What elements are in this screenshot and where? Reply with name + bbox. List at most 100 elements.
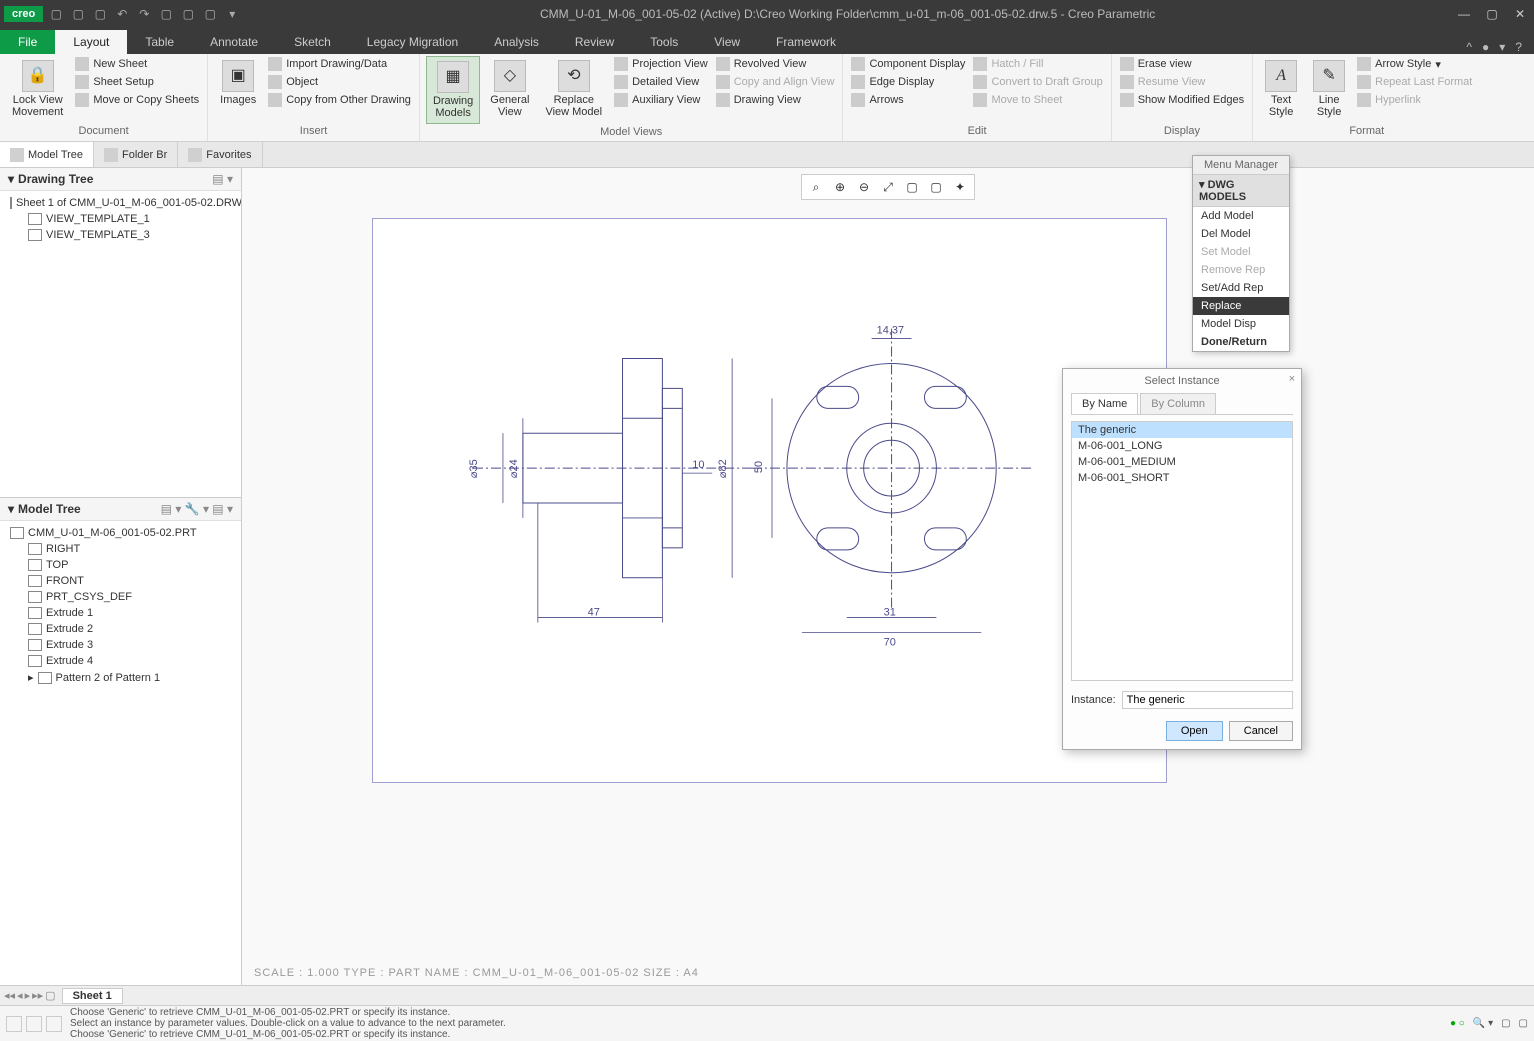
zoom-window-icon[interactable]: ⌕ <box>806 177 826 197</box>
list-item[interactable]: M-06-001_LONG <box>1072 438 1292 454</box>
drawing-view-button[interactable]: Drawing View <box>714 92 837 108</box>
stab-model-tree[interactable]: Model Tree <box>0 142 94 167</box>
group-label[interactable]: Format <box>1259 123 1474 139</box>
close-icon[interactable]: × <box>1289 373 1295 385</box>
tab-by-name[interactable]: By Name <box>1071 393 1138 414</box>
menu-item[interactable]: Replace <box>1193 297 1289 315</box>
menu-item[interactable]: Done/Return <box>1193 333 1289 351</box>
tab-table[interactable]: Table <box>127 30 192 54</box>
group-label[interactable]: Model Views <box>426 124 837 140</box>
settings-icon[interactable]: ▾ <box>1499 40 1505 54</box>
move-copy-button[interactable]: Move or Copy Sheets <box>73 92 201 108</box>
stab-folder[interactable]: Folder Br <box>94 142 178 167</box>
sheet-setup-button[interactable]: Sheet Setup <box>73 74 201 90</box>
tab-layout[interactable]: Layout <box>55 30 127 54</box>
tab-analysis[interactable]: Analysis <box>476 30 557 54</box>
open-button[interactable]: Open <box>1166 721 1223 741</box>
tree-item[interactable]: RIGHT <box>6 541 235 557</box>
menu-head[interactable]: ▾ DWG MODELS <box>1193 175 1289 207</box>
refit-icon[interactable]: ⤢ <box>878 177 898 197</box>
projection-button[interactable]: Projection View <box>612 56 710 72</box>
new-icon[interactable]: ▢ <box>47 5 65 23</box>
repaint-icon[interactable]: ▢ <box>902 177 922 197</box>
images-button[interactable]: ▣ Images <box>214 56 262 110</box>
tree-item[interactable]: PRT_CSYS_DEF <box>6 589 235 605</box>
tab-review[interactable]: Review <box>557 30 632 54</box>
redo-icon[interactable]: ↷ <box>135 5 153 23</box>
revolved-button[interactable]: Revolved View <box>714 56 837 72</box>
group-label[interactable]: Edit <box>849 123 1104 139</box>
open-icon[interactable]: ▢ <box>69 5 87 23</box>
model-tree-header[interactable]: ▾ Model Tree ▤ ▾ 🔧 ▾ ▤ ▾ <box>0 498 241 521</box>
find-icon[interactable]: 🔍 ▾ <box>1473 1018 1493 1029</box>
instance-input[interactable] <box>1122 691 1293 709</box>
group-label[interactable]: Display <box>1118 123 1246 139</box>
import-button[interactable]: Import Drawing/Data <box>266 56 413 72</box>
tab-tools[interactable]: Tools <box>632 30 696 54</box>
collapse-ribbon-icon[interactable]: ^ <box>1466 40 1472 54</box>
sheet-nav[interactable]: ◂◂◂▸▸▸▢ <box>4 989 56 1002</box>
tab-annotate[interactable]: Annotate <box>192 30 276 54</box>
auxiliary-button[interactable]: Auxiliary View <box>612 92 710 108</box>
search-icon[interactable]: ● <box>1482 40 1489 54</box>
minimize-button[interactable]: — <box>1454 7 1474 21</box>
list-item[interactable]: M-06-001_MEDIUM <box>1072 454 1292 470</box>
menu-item[interactable]: Set/Add Rep <box>1193 279 1289 297</box>
showmod-button[interactable]: Show Modified Edges <box>1118 92 1246 108</box>
more-icon[interactable]: ▾ <box>223 5 241 23</box>
grid-icon[interactable] <box>46 1016 62 1032</box>
stab-favorites[interactable]: Favorites <box>178 142 262 167</box>
tree-item[interactable]: Extrude 4 <box>6 653 235 669</box>
close-button[interactable]: ✕ <box>1510 7 1530 21</box>
drawing-models-button[interactable]: ▦ Drawing Models <box>426 56 480 124</box>
close-window-icon[interactable]: ▢ <box>201 5 219 23</box>
save-icon[interactable]: ▢ <box>91 5 109 23</box>
new-sheet-button[interactable]: New Sheet <box>73 56 201 72</box>
tab-sketch[interactable]: Sketch <box>276 30 349 54</box>
tree-root[interactable]: Sheet 1 of CMM_U-01_M-06_001-05-02.DRW <box>6 195 235 211</box>
line-style-button[interactable]: ✎ Line Style <box>1307 56 1351 122</box>
list-item[interactable]: The generic <box>1072 422 1292 438</box>
object-button[interactable]: Object <box>266 74 413 90</box>
zoom-out-icon[interactable]: ⊖ <box>854 177 874 197</box>
zoom-in-icon[interactable]: ⊕ <box>830 177 850 197</box>
erase-button[interactable]: Erase view <box>1118 56 1246 72</box>
tab-by-column[interactable]: By Column <box>1140 393 1216 414</box>
arrow-style-button[interactable]: Arrow Style ▾ <box>1355 56 1474 72</box>
regen-icon[interactable]: ▢ <box>157 5 175 23</box>
tab-file[interactable]: File <box>0 30 55 54</box>
menu-item[interactable]: Model Disp <box>1193 315 1289 333</box>
tree-item[interactable]: TOP <box>6 557 235 573</box>
lock-view-button[interactable]: 🔒 Lock View Movement <box>6 56 69 122</box>
drawing-tree-header[interactable]: ▾ Drawing Tree ▤ ▾ <box>0 168 241 191</box>
tab-framework[interactable]: Framework <box>758 30 854 54</box>
cancel-button[interactable]: Cancel <box>1229 721 1293 741</box>
group-label[interactable]: Insert <box>214 123 413 139</box>
tab-legacy[interactable]: Legacy Migration <box>349 30 476 54</box>
detailed-button[interactable]: Detailed View <box>612 74 710 90</box>
copy-other-button[interactable]: Copy from Other Drawing <box>266 92 413 108</box>
tree-item[interactable]: Extrude 2 <box>6 621 235 637</box>
sheets-icon[interactable]: ▢ <box>926 177 946 197</box>
list-item[interactable]: M-06-001_SHORT <box>1072 470 1292 486</box>
edge-button[interactable]: Edge Display <box>849 74 967 90</box>
menu-item[interactable]: Add Model <box>1193 207 1289 225</box>
sheet-tab[interactable]: Sheet 1 <box>62 988 123 1004</box>
tab-view[interactable]: View <box>696 30 758 54</box>
tree-root[interactable]: CMM_U-01_M-06_001-05-02.PRT <box>6 525 235 541</box>
menu-item[interactable]: Del Model <box>1193 225 1289 243</box>
tree-item[interactable]: Extrude 3 <box>6 637 235 653</box>
tree-item[interactable]: VIEW_TEMPLATE_1 <box>6 211 235 227</box>
tree-item[interactable]: ▸ Pattern 2 of Pattern 1 <box>6 669 235 686</box>
text-style-button[interactable]: A Text Style <box>1259 56 1303 122</box>
filter-icon[interactable] <box>6 1016 22 1032</box>
general-view-button[interactable]: ◇ General View <box>484 56 535 122</box>
tree-tools[interactable]: ▤ ▾ 🔧 ▾ ▤ ▾ <box>161 502 233 516</box>
component-button[interactable]: Component Display <box>849 56 967 72</box>
tree-item[interactable]: FRONT <box>6 573 235 589</box>
snap-icon[interactable]: ▢ <box>1519 1018 1528 1029</box>
undo-icon[interactable]: ↶ <box>113 5 131 23</box>
tree-tools[interactable]: ▤ ▾ <box>212 172 233 186</box>
help-icon[interactable]: ? <box>1515 40 1522 54</box>
canvas[interactable]: ⌕ ⊕ ⊖ ⤢ ▢ ▢ ✦ <box>242 168 1534 985</box>
